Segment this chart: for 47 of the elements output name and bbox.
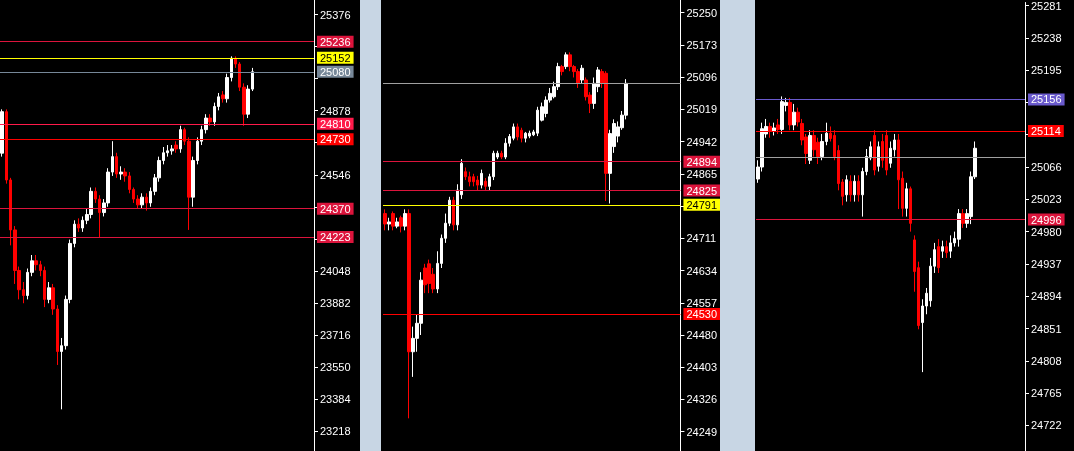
y-tick-label: 24634 (686, 264, 718, 277)
y-tick-label: 24326 (686, 393, 718, 406)
ref-line-label: 25236 (320, 35, 351, 48)
y-tick-label: 24865 (686, 167, 718, 180)
ref-line-label: 25114 (1031, 124, 1061, 137)
y-tick-label: 23550 (320, 360, 351, 373)
y-tick-label: 25096 (686, 71, 718, 84)
y-tick-label: 24878 (320, 104, 351, 117)
y-tick-label: 24851 (1031, 322, 1062, 335)
y-tick-label: 24894 (1031, 290, 1062, 303)
y-tick-label: 24765 (1031, 387, 1062, 400)
y-tick-label: 23716 (320, 328, 351, 341)
ref-line-label: 24370 (320, 202, 351, 215)
y-tick-label: 23218 (320, 424, 351, 437)
ref-line-label: 24530 (686, 308, 718, 321)
y-tick-label: 23384 (320, 392, 351, 405)
y-tick-label: 25195 (1031, 64, 1062, 77)
ref-line-label: 24730 (320, 133, 351, 146)
y-tick-label: 24403 (686, 361, 718, 374)
ref-line-label: 24996 (1031, 213, 1062, 226)
ref-line-label: 24810 (320, 117, 351, 130)
ref-line-label: 24825 (686, 184, 718, 197)
y-tick-label: 24722 (1031, 419, 1062, 432)
y-tick-label: 24711 (686, 232, 717, 245)
y-tick-label: 24249 (686, 425, 718, 438)
y-tick-label: 24546 (320, 168, 351, 181)
y-tick-label: 25250 (686, 6, 718, 19)
y-tick-label: 25066 (1031, 161, 1062, 174)
y-tick-label: 24937 (1031, 257, 1062, 270)
y-tick-label: 25019 (686, 103, 718, 116)
ref-line-label: 25156 (1031, 93, 1062, 106)
ref-line-label: 25080 (320, 65, 351, 78)
y-tick-label: 24557 (686, 296, 718, 309)
y-tick-label: 24980 (1031, 225, 1062, 238)
y-tick-label: 24808 (1031, 354, 1062, 367)
ref-line-label: 24223 (320, 231, 351, 244)
y-tick-label: 25281 (1031, 0, 1062, 12)
y-tick-label: 25173 (686, 38, 718, 51)
y-tick-label: 24048 (320, 264, 351, 277)
ref-line-label: 24791 (686, 198, 718, 211)
y-tick-label: 24480 (686, 329, 718, 341)
y-tick-label: 24942 (686, 135, 718, 148)
ref-line-label: 25152 (320, 51, 351, 64)
y-tick-label: 25238 (1031, 31, 1062, 44)
y-tick-label: 25023 (1031, 193, 1062, 206)
y-tick-label: 25376 (320, 8, 351, 21)
y-tick-label: 23882 (320, 296, 351, 309)
